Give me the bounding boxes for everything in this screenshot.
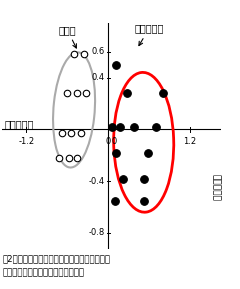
Point: [75, 91, 79, 95]
Point: [75, 155, 79, 160]
Text: -1.2: -1.2: [18, 137, 34, 146]
Point: [60, 131, 64, 136]
Text: 1.2: 1.2: [184, 137, 197, 146]
Point: [110, 125, 114, 129]
Text: 図2　対照区と冠水処理区の主成分スコア分布: 図2 対照区と冠水処理区の主成分スコア分布: [2, 254, 110, 263]
Point: [142, 198, 146, 203]
Point: [69, 131, 73, 136]
Point: [146, 150, 150, 155]
Text: 0.4: 0.4: [92, 73, 105, 82]
Text: 0: 0: [112, 137, 117, 146]
Point: [125, 91, 129, 95]
Point: [114, 62, 118, 67]
Text: 0: 0: [106, 137, 111, 146]
Point: [72, 52, 76, 57]
Text: 第１主成分: 第１主成分: [5, 119, 34, 129]
Text: -0.8: -0.8: [89, 229, 105, 238]
Text: 0.6: 0.6: [91, 47, 105, 56]
Point: [113, 198, 117, 203]
Point: [121, 176, 125, 181]
Text: 白丸：対照区　　黒丸：冠水処理区: 白丸：対照区 黒丸：冠水処理区: [2, 269, 84, 278]
Text: 冠水処理区: 冠水処理区: [134, 23, 164, 46]
Point: [119, 125, 122, 129]
Point: [114, 150, 118, 155]
Point: [132, 125, 136, 129]
Text: -0.4: -0.4: [89, 177, 105, 186]
Text: 第２主成分: 第２主成分: [211, 174, 221, 201]
Point: [57, 155, 61, 160]
Point: [65, 91, 69, 95]
Point: [161, 91, 165, 95]
Point: [79, 131, 83, 136]
Text: 対照区: 対照区: [58, 25, 76, 48]
Point: [142, 176, 146, 181]
Point: [82, 52, 85, 57]
Point: [67, 155, 71, 160]
Point: [84, 91, 88, 95]
Point: [154, 125, 158, 129]
